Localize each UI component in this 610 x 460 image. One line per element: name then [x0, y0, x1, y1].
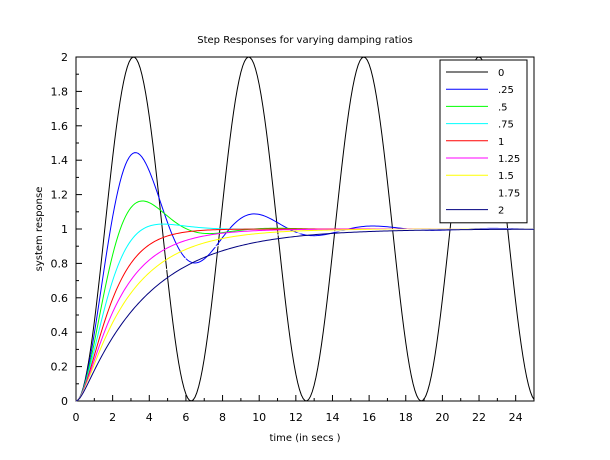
legend-box	[439, 59, 528, 224]
legend-label: 1.75	[498, 188, 520, 199]
x-tick-label: 24	[509, 411, 523, 424]
x-axis-ticks: 0 2 4 6 8 10 12 14 16 18 20 22 24	[73, 395, 535, 424]
x-tick-label: 2	[109, 411, 116, 424]
y-axis-ticks: 0 0.2 0.4 0.6 0.8 1 1.2 1.4 1.6 1.8 2	[51, 51, 82, 408]
x-tick-label: 0	[73, 411, 80, 424]
y-tick-label: 0.8	[51, 257, 69, 270]
x-tick-label: 4	[146, 411, 153, 424]
series-line-1p5	[75, 228, 534, 402]
y-tick-label: 1.4	[51, 154, 69, 167]
x-tick-label: 12	[289, 411, 303, 424]
x-tick-label: 14	[325, 411, 339, 424]
legend-label: .75	[498, 120, 514, 131]
x-tick-label: 16	[362, 411, 376, 424]
legend-label: 1	[498, 137, 504, 148]
y-axis-label: system response	[34, 187, 45, 272]
x-tick-label: 8	[219, 411, 226, 424]
legend-label: .25	[498, 85, 514, 96]
y-tick-label: 0	[61, 395, 68, 408]
x-tick-label: 10	[252, 411, 266, 424]
legend-label: 2	[498, 206, 504, 217]
series-line-1	[75, 228, 534, 402]
x-axis-label: time (in secs )	[269, 433, 340, 444]
legend-label: 0	[498, 68, 504, 79]
legend-label: 1.25	[498, 154, 520, 165]
legend-label: 1.5	[498, 171, 514, 182]
y-tick-label: 1	[61, 223, 68, 236]
y-tick-label: 0.2	[51, 361, 69, 374]
series-line-2	[75, 228, 534, 402]
y-tick-label: 1.6	[51, 120, 69, 133]
series-line-1p25	[75, 228, 534, 402]
y-tick-label: 0.4	[51, 326, 69, 339]
x-tick-label: 6	[182, 411, 189, 424]
y-tick-label: 1.2	[51, 189, 69, 202]
chart-title: Step Responses for varying damping ratio…	[197, 35, 412, 46]
series-line-1p75	[75, 228, 535, 402]
legend-label: .5	[498, 102, 508, 113]
y-tick-label: 0.6	[51, 292, 69, 305]
y-tick-label: 1.8	[51, 85, 69, 98]
x-tick-label: 20	[435, 411, 449, 424]
x-tick-label: 22	[472, 411, 486, 424]
series-line-p75	[75, 223, 534, 402]
x-tick-label: 18	[399, 411, 413, 424]
y-tick-label: 2	[61, 51, 68, 64]
legend: 0 .25 .5 .75 1 1.25 1.5 1.75 2	[439, 59, 528, 224]
